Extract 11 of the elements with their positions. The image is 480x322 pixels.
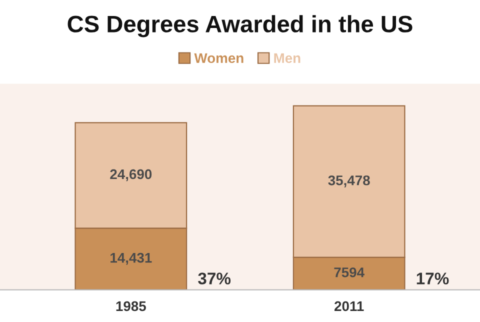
legend-label: Men bbox=[274, 53, 300, 64]
data-label: 7594 bbox=[334, 267, 364, 278]
x-tick-label: 2011 bbox=[334, 301, 364, 312]
data-label: 14,431 bbox=[110, 252, 152, 265]
data-label: 24,690 bbox=[110, 169, 152, 182]
legend-label: Women bbox=[194, 53, 244, 64]
data-label: 35,478 bbox=[328, 175, 370, 188]
annotation: 17% bbox=[416, 272, 449, 284]
x-tick-label: 1985 bbox=[116, 301, 146, 312]
chart-title: CS Degrees Awarded in the US bbox=[68, 15, 412, 38]
annotation: 37% bbox=[198, 272, 231, 284]
